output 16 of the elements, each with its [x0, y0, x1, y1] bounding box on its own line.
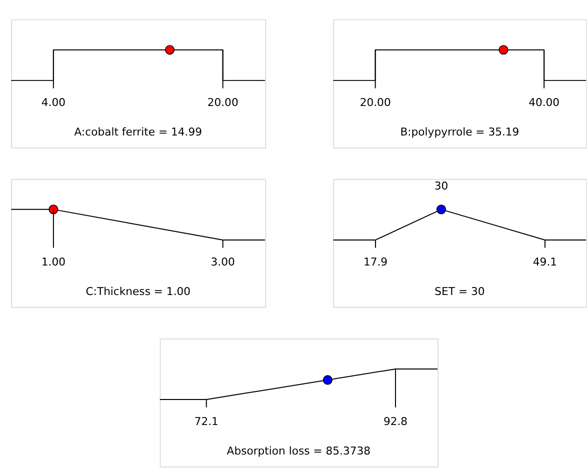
- x-axis-title: B:polypyrrole = 35.19: [400, 126, 520, 139]
- x-axis-title: Absorption loss = 85.3738: [226, 444, 371, 458]
- x-tick-label: 72.1: [194, 415, 218, 428]
- x-axis-title: A:cobalt ferrite = 14.99: [74, 126, 202, 139]
- x-tick-label: 92.8: [383, 415, 408, 428]
- x-tick-label: 20.00: [207, 96, 238, 109]
- x-axis-title: SET = 30: [434, 285, 485, 298]
- x-axis-title: C:Thickness = 1.00: [86, 285, 191, 298]
- x-tick-label: 49.1: [532, 256, 558, 269]
- x-tick-label: 3.00: [210, 256, 235, 269]
- x-tick-label: 40.00: [528, 96, 560, 109]
- x-tick-label: 4.00: [41, 96, 66, 109]
- annotation: 30: [434, 180, 448, 193]
- x-tick-label: 17.9: [363, 256, 388, 269]
- x-tick-label: 20.00: [360, 96, 391, 109]
- x-tick-label: 1.00: [41, 256, 66, 269]
